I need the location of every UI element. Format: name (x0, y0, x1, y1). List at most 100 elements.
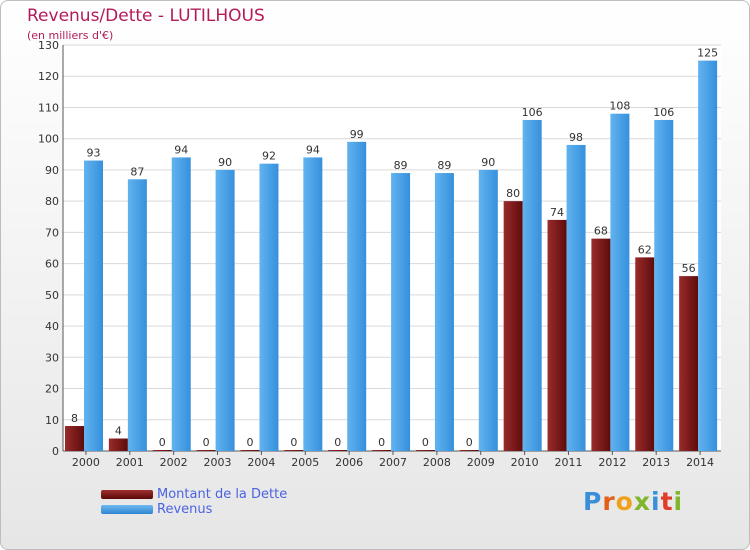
logo-letter: i (651, 487, 661, 516)
data-label-debt: 0 (334, 436, 341, 449)
data-label-revenue: 90 (481, 156, 495, 169)
bar-debt (108, 438, 128, 451)
data-label-revenue: 98 (569, 131, 583, 144)
x-tick-label: 2010 (511, 456, 539, 469)
data-label-revenue: 106 (653, 106, 674, 119)
logo-letter: P (583, 487, 603, 516)
bar-revenue (259, 163, 279, 451)
bar-debt (65, 426, 84, 451)
x-tick-label: 2004 (247, 456, 275, 469)
y-tick-label: 20 (45, 383, 59, 396)
data-label-revenue: 87 (130, 165, 144, 178)
y-tick-label: 60 (45, 258, 59, 271)
bar-debt (240, 450, 260, 451)
data-label-revenue: 99 (350, 128, 364, 141)
data-label-revenue: 89 (437, 159, 451, 172)
bar-revenue (127, 179, 147, 452)
legend-label-revenue: Revenus (157, 501, 213, 517)
logo-letter: o (615, 487, 634, 516)
y-tick-label: 50 (45, 289, 59, 302)
chart-title: Revenus/Dette - LUTILHOUS (27, 6, 265, 26)
bar-revenue (84, 160, 103, 452)
data-label-revenue: 94 (174, 143, 188, 156)
x-tick-label: 2009 (467, 456, 495, 469)
bar-debt (284, 450, 304, 451)
data-label-debt: 80 (506, 187, 520, 200)
data-label-debt: 74 (550, 206, 564, 219)
bar-revenue (171, 157, 191, 451)
bar-debt (328, 450, 348, 451)
legend-item-debt: Montant de la Dette (101, 486, 288, 502)
data-label-debt: 0 (290, 436, 297, 449)
logo-letter: x (633, 487, 651, 516)
bar-revenue (698, 60, 718, 451)
y-tick-label: 120 (38, 70, 59, 83)
data-label-revenue: 90 (218, 156, 232, 169)
data-label-debt: 56 (682, 262, 696, 275)
logo-letter: t (660, 487, 674, 516)
data-label-revenue: 92 (262, 150, 276, 163)
data-label-revenue: 108 (609, 100, 630, 113)
y-tick-label: 100 (38, 133, 59, 146)
bar-debt (679, 276, 699, 451)
bar-debt (547, 219, 567, 451)
bar-debt (503, 201, 523, 451)
bar-debt (415, 450, 435, 451)
legend-item-revenue: Revenus (101, 501, 213, 517)
data-label-debt: 0 (159, 436, 166, 449)
bar-revenue (391, 173, 411, 452)
data-label-revenue: 106 (522, 106, 543, 119)
data-label-debt: 0 (203, 436, 210, 449)
y-tick-label: 110 (38, 101, 59, 114)
data-label-debt: 4 (115, 425, 122, 438)
bar-debt (196, 450, 216, 451)
x-tick-label: 2000 (72, 456, 100, 469)
y-tick-label: 40 (45, 320, 59, 333)
data-label-revenue: 89 (394, 159, 408, 172)
data-label-revenue: 93 (87, 147, 101, 160)
y-tick-label: 80 (45, 195, 59, 208)
bar-revenue (478, 169, 498, 451)
bar-debt (459, 450, 479, 451)
bar-debt (591, 238, 611, 451)
bar-revenue (566, 144, 586, 451)
y-tick-label: 70 (45, 226, 59, 239)
y-tick-label: 90 (45, 164, 59, 177)
x-tick-label: 2007 (379, 456, 407, 469)
y-tick-label: 10 (45, 414, 59, 427)
legend-label-debt: Montant de la Dette (157, 486, 288, 502)
bar-revenue (303, 157, 323, 451)
bar-debt (372, 450, 392, 451)
x-tick-label: 2003 (204, 456, 232, 469)
x-tick-label: 2014 (686, 456, 714, 469)
bar-revenue (347, 141, 367, 452)
data-label-debt: 68 (594, 225, 608, 238)
legend-swatch-debt (101, 489, 153, 499)
bar-revenue (434, 173, 454, 452)
logo-letter: r (602, 487, 616, 516)
bar-revenue (522, 119, 542, 451)
x-tick-label: 2008 (423, 456, 451, 469)
bar-revenue (215, 169, 235, 451)
data-label-revenue: 94 (306, 143, 320, 156)
y-tick-label: 0 (52, 445, 59, 458)
logo-letter: i (673, 487, 684, 516)
chart-subtitle: (en milliers d'€) (27, 29, 114, 42)
proxiti-logo: Proxiti (583, 487, 683, 516)
data-label-debt: 62 (638, 243, 652, 256)
data-label-debt: 0 (246, 436, 253, 449)
bar-revenue (610, 113, 630, 451)
x-tick-label: 2005 (291, 456, 319, 469)
x-tick-label: 2011 (554, 456, 582, 469)
bar-debt (635, 257, 655, 451)
bar-revenue (654, 119, 674, 451)
data-label-debt: 8 (71, 412, 78, 425)
data-label-revenue: 125 (697, 47, 718, 60)
x-tick-label: 2002 (160, 456, 188, 469)
y-tick-label: 30 (45, 351, 59, 364)
y-tick-label: 130 (38, 39, 59, 52)
bar-debt (152, 450, 172, 451)
data-label-debt: 0 (422, 436, 429, 449)
